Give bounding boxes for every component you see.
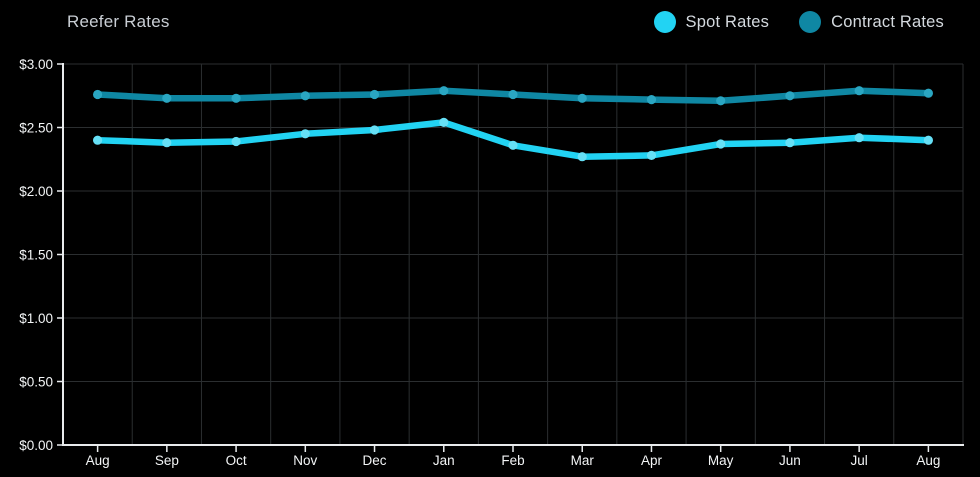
- chart-legend: Spot Rates Contract Rates: [653, 11, 945, 33]
- x-tick-label: Aug: [86, 453, 110, 468]
- series-spot-rates: [93, 117, 934, 162]
- contract-rates-point[interactable]: [93, 89, 103, 100]
- spot-rates-legend-dot-icon: [653, 11, 676, 33]
- spot-rates-point[interactable]: [369, 125, 380, 135]
- spot-rates-point[interactable]: [508, 140, 518, 150]
- contract-rates-point[interactable]: [508, 89, 518, 100]
- spot-rates-point[interactable]: [300, 129, 310, 139]
- contract-rates-point[interactable]: [577, 93, 587, 103]
- spot-rates-point[interactable]: [785, 138, 795, 148]
- contract-rates-point[interactable]: [923, 88, 934, 98]
- chart-title: Reefer Rates: [67, 12, 170, 31]
- contract-rates-point[interactable]: [785, 91, 795, 101]
- x-axis-labels: Aug Sep Oct Nov Dec Jan Feb Mar Apr May Jun Jul Aug: [86, 446, 940, 468]
- x-tick-label: Oct: [226, 453, 247, 468]
- x-tick-label: Aug: [916, 453, 940, 468]
- contract-rates-legend-dot-icon: [799, 11, 822, 33]
- legend-label-contract-rates: Contract Rates: [831, 12, 944, 31]
- legend-label-spot-rates: Spot Rates: [685, 12, 770, 31]
- contract-rates-point[interactable]: [231, 93, 241, 103]
- x-tick-label: Apr: [641, 453, 663, 468]
- y-axis-labels: $3.00 $2.50 $2.00 $1.50 $1.00 $0.50 $0.00: [19, 57, 63, 453]
- contract-rates-point[interactable]: [300, 91, 310, 101]
- x-tick-label: Jul: [851, 453, 868, 468]
- series-contract-rates: [93, 86, 934, 106]
- y-tick-label: $0.00: [19, 438, 53, 453]
- spot-rates-point[interactable]: [923, 135, 934, 145]
- legend-item-spot-rates[interactable]: Spot Rates: [653, 11, 770, 33]
- contract-rates-point[interactable]: [716, 96, 726, 106]
- spot-rates-point[interactable]: [162, 138, 172, 148]
- spot-rates-point[interactable]: [854, 133, 864, 143]
- x-tick-label: Nov: [293, 453, 317, 468]
- y-tick-label: $0.50: [19, 374, 53, 389]
- y-tick-label: $2.00: [19, 184, 53, 199]
- x-tick-label: May: [708, 453, 734, 468]
- spot-rates-point[interactable]: [577, 152, 587, 162]
- chart-header: Reefer Rates Spot Rates Contract Rates: [0, 0, 980, 44]
- contract-rates-point[interactable]: [646, 95, 657, 105]
- y-tick-label: $1.50: [19, 247, 53, 262]
- x-tick-label: Sep: [155, 453, 179, 468]
- y-tick-label: $3.00: [19, 57, 53, 72]
- spot-rates-point[interactable]: [93, 135, 103, 145]
- x-tick-label: Feb: [501, 453, 524, 468]
- contract-rates-point[interactable]: [854, 86, 864, 96]
- spot-rates-point[interactable]: [646, 150, 657, 160]
- contract-rates-point[interactable]: [369, 89, 380, 100]
- x-tick-label: Mar: [571, 453, 595, 468]
- contract-rates-point[interactable]: [439, 86, 449, 96]
- spot-rates-point[interactable]: [439, 117, 449, 127]
- spot-rates-point[interactable]: [716, 139, 726, 149]
- x-tick-label: Dec: [363, 453, 387, 468]
- spot-rates-point[interactable]: [231, 136, 241, 147]
- y-tick-label: $1.00: [19, 311, 53, 326]
- legend-item-contract-rates[interactable]: Contract Rates: [799, 11, 944, 33]
- x-tick-label: Jan: [433, 453, 455, 468]
- x-tick-label: Jun: [779, 453, 801, 468]
- contract-rates-point[interactable]: [162, 93, 172, 103]
- y-tick-label: $2.50: [19, 120, 53, 135]
